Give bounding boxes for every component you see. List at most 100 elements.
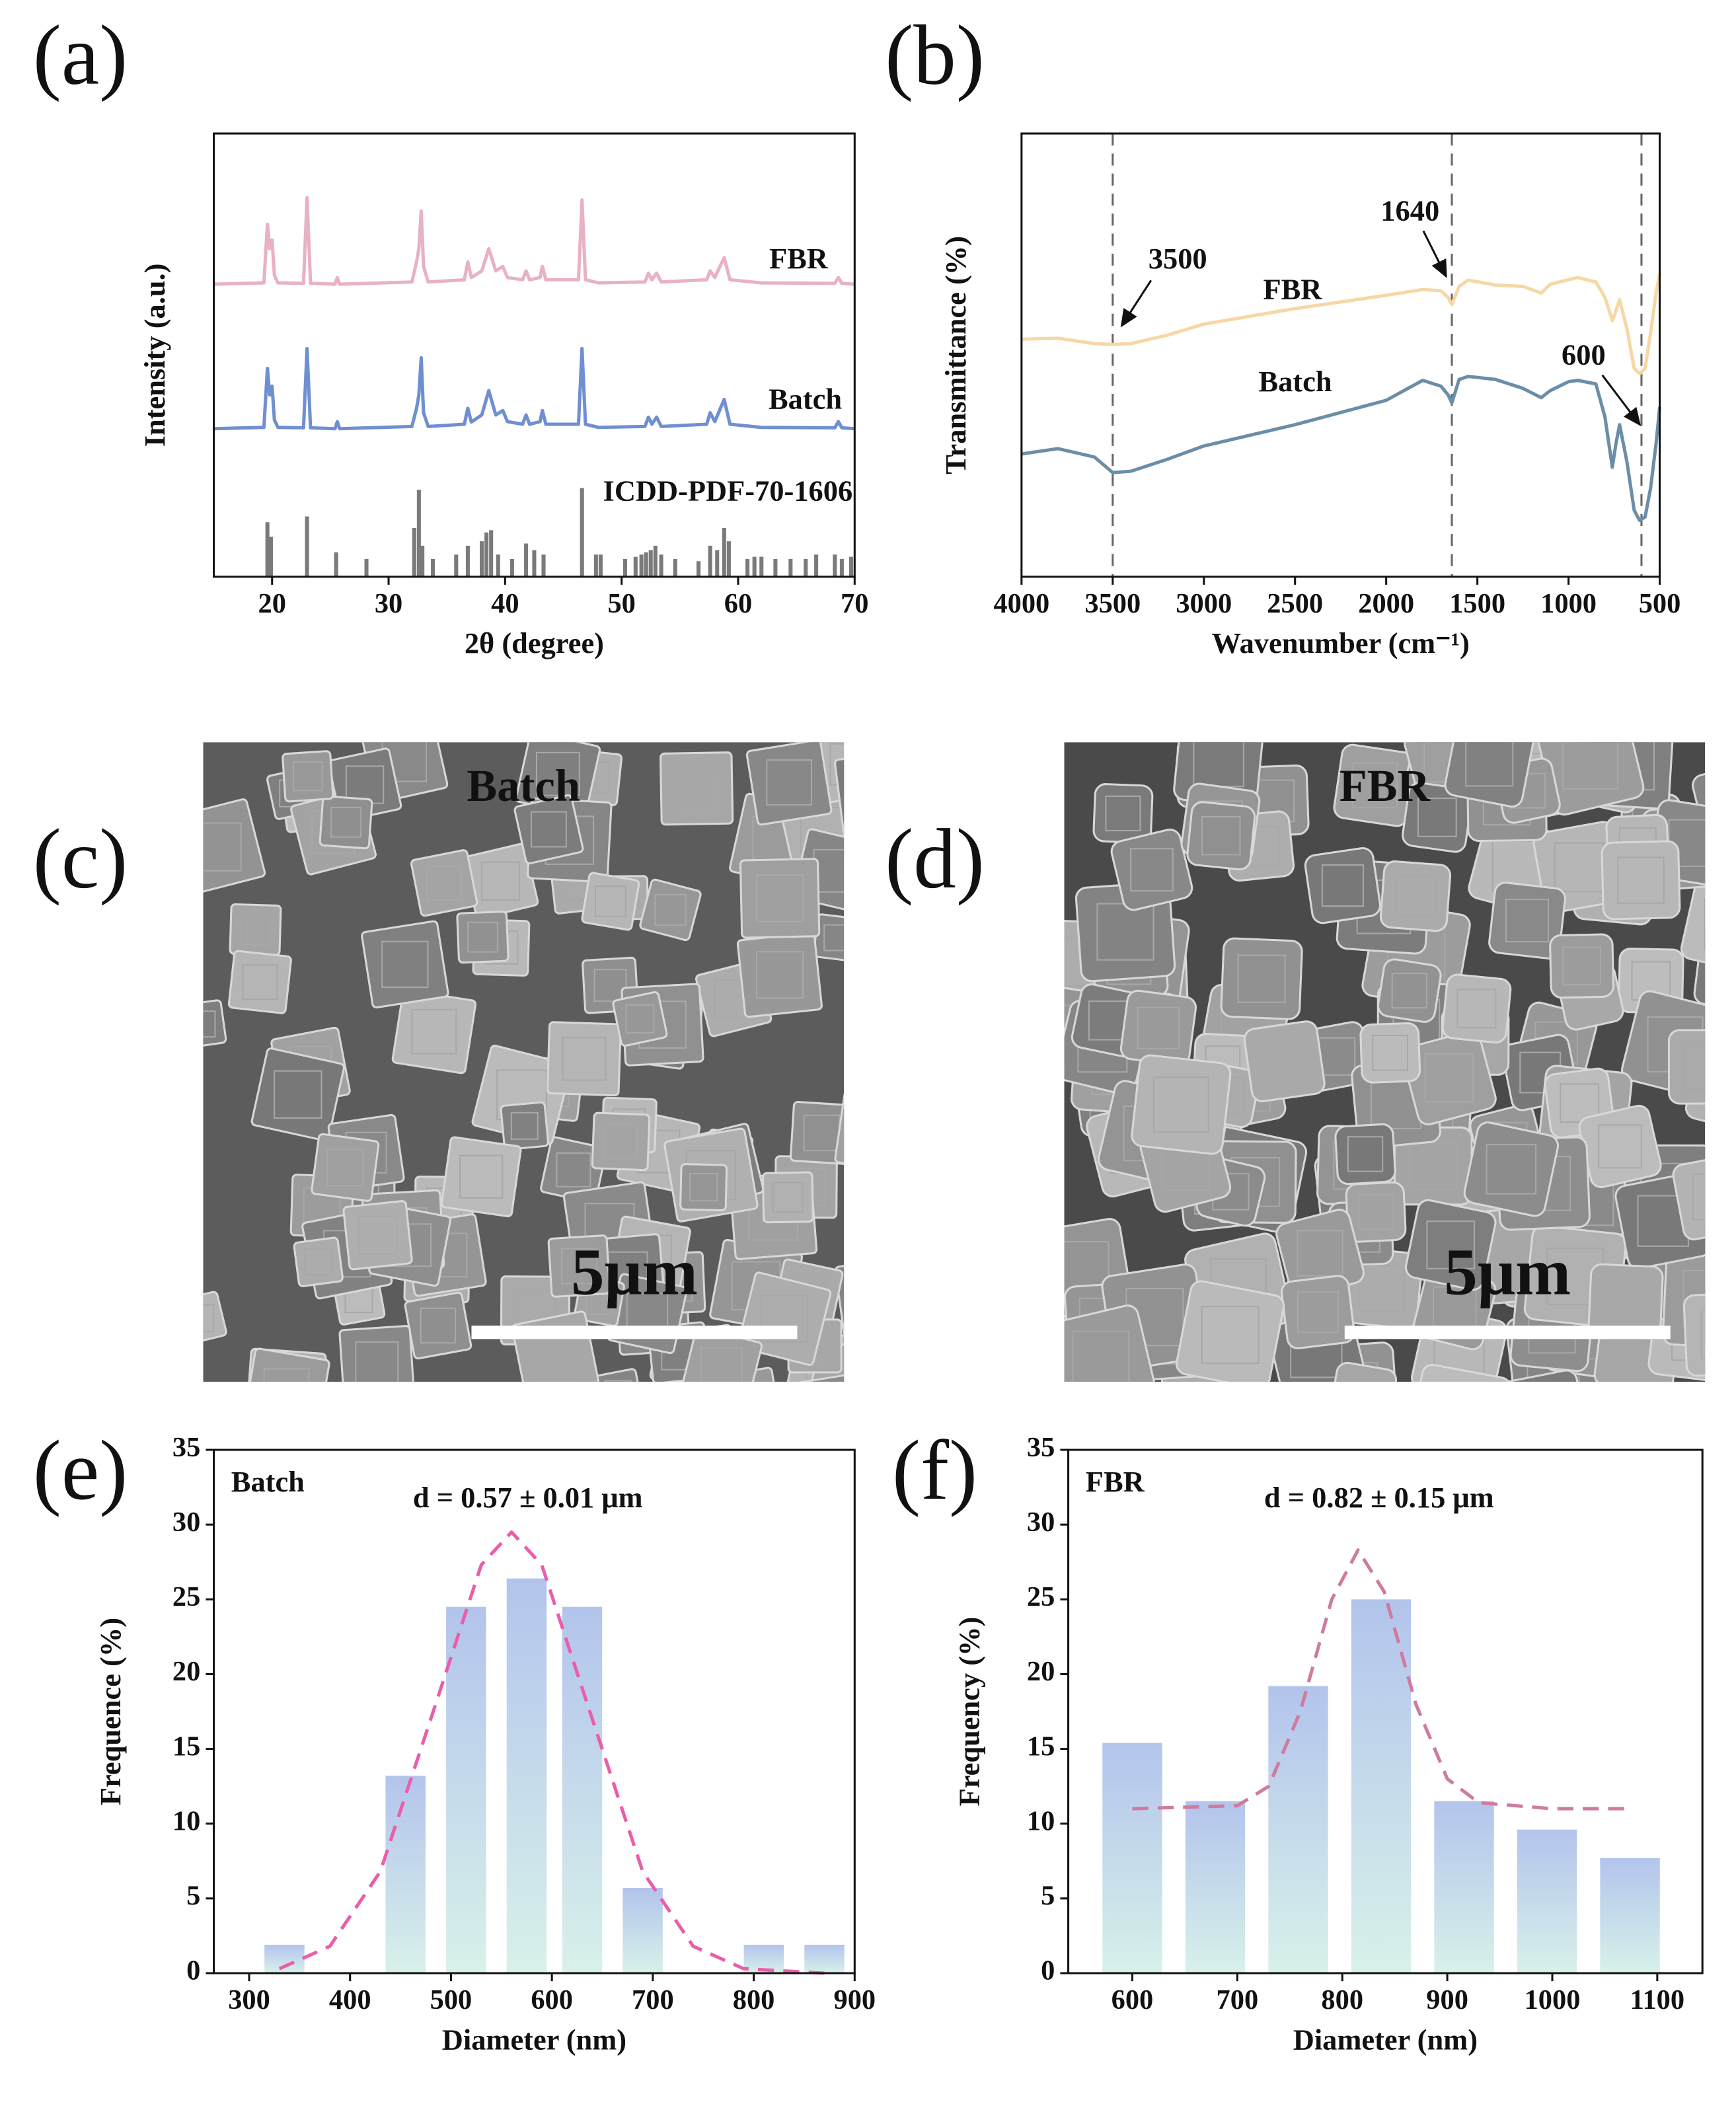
crystal [546, 1021, 622, 1097]
crystal-face [1505, 899, 1550, 943]
panel-label: (b) [885, 8, 985, 102]
bar [623, 1888, 663, 1974]
bar [446, 1606, 486, 1974]
crystal-face [1417, 798, 1457, 837]
crystal [1700, 1279, 1706, 1364]
crystal-face [1424, 1053, 1474, 1103]
crystal [227, 950, 292, 1014]
crystal-face [725, 1385, 764, 1424]
plot-frame [213, 1448, 856, 1974]
crystal [680, 1326, 763, 1382]
series-line [1021, 375, 1662, 523]
crystal [361, 920, 449, 1009]
crystal-face [603, 1124, 638, 1159]
crystal-face [1105, 795, 1141, 831]
x-tick-label: 60 [724, 588, 752, 619]
crystal-face [1603, 1279, 1648, 1324]
crystal [1131, 1054, 1232, 1155]
x-axis-label: Diameter (nm) [1293, 2023, 1478, 2056]
crystal-face [760, 1295, 808, 1343]
crystal-face [1560, 1083, 1600, 1123]
crystal-face [796, 1396, 845, 1444]
x-tick-label: 1500 [1449, 588, 1505, 619]
crystal-face [766, 759, 813, 806]
crystal-face [854, 1110, 897, 1153]
crystal-face [1426, 1221, 1476, 1269]
plot-frame [1067, 1448, 1704, 1974]
series-label: FBR [769, 242, 829, 275]
crystal-face [1201, 815, 1241, 856]
crystal [500, 1101, 549, 1150]
crystal [1377, 958, 1442, 1023]
crystal-face [274, 1070, 322, 1119]
crystal-face [1347, 1136, 1384, 1172]
bar [1434, 1801, 1494, 1974]
crystal [1064, 1304, 1156, 1382]
crystal [1329, 1361, 1398, 1382]
scale-bar-label: 5μm [1444, 1235, 1571, 1309]
crystal-face [1351, 762, 1398, 809]
x-tick-label: 3500 [1084, 588, 1141, 619]
x-tick-label: 300 [228, 1984, 270, 2015]
fit-curve [278, 1530, 825, 1975]
crystal [1693, 924, 1706, 1012]
crystal [1672, 1153, 1706, 1241]
crystal [1408, 1363, 1512, 1382]
sem-image [1064, 742, 1736, 1489]
crystal [592, 1368, 644, 1382]
y-axis-label: Intensity (a.u.) [138, 264, 171, 447]
y-axis-label: Frequence (%) [94, 1618, 127, 1805]
crystal-face [1152, 1076, 1209, 1133]
y-tick-label: 20 [1027, 1656, 1055, 1687]
crystal [404, 1291, 472, 1360]
crystal-face [829, 743, 845, 786]
crystal-face [1183, 1405, 1232, 1454]
x-tick-label: 1100 [1630, 1984, 1684, 2015]
crystal [456, 911, 509, 964]
crystal [1345, 1181, 1407, 1243]
crystal-face [562, 1036, 607, 1081]
crystal [342, 1200, 413, 1271]
y-tick-label: 5 [186, 1881, 200, 1912]
crystal-face [1692, 1173, 1706, 1221]
x-tick-label: 40 [491, 588, 519, 619]
crystal-face [1465, 742, 1514, 787]
y-tick-label: 0 [186, 1955, 200, 1986]
bar [1185, 1801, 1246, 1974]
series-label: Batch [769, 382, 842, 415]
crystal-face [242, 964, 278, 1000]
crystal-face [666, 1379, 706, 1382]
crystal-face [420, 1307, 457, 1344]
y-tick-label: 35 [172, 1432, 200, 1463]
series-label: ICDD-PDF-70-1606 [603, 474, 853, 507]
crystal-face [556, 1152, 591, 1187]
crystal-face [674, 766, 719, 811]
crystal [1714, 850, 1736, 929]
crystal-face [1721, 1300, 1736, 1343]
x-tick-label: 700 [632, 1984, 674, 2015]
crystal-face [355, 1341, 399, 1382]
series-label: Batch [1258, 365, 1332, 398]
bar [1351, 1599, 1412, 1974]
y-tick-label: 0 [1041, 1955, 1055, 1986]
crystal-face [593, 969, 627, 1002]
crystal-face [755, 874, 804, 922]
crystal [410, 849, 478, 917]
crystal [1490, 1369, 1591, 1382]
image-label: Batch [467, 761, 580, 811]
crystal-face [1201, 1306, 1260, 1364]
crystal [293, 1236, 344, 1287]
panel-label: (f) [892, 1423, 977, 1517]
x-tick-label: 30 [375, 588, 402, 619]
crystal-face [1344, 1377, 1382, 1382]
x-tick-label: 500 [430, 1984, 472, 2015]
x-tick-label: 900 [1426, 1984, 1468, 2015]
crystal-face [203, 822, 242, 872]
x-tick-label: 50 [607, 588, 635, 619]
crystal [1713, 850, 1736, 945]
crystal [1486, 1388, 1587, 1489]
x-axis-label: Wavenumber (cm⁻¹) [1212, 626, 1470, 659]
crystal [1304, 847, 1382, 924]
x-axis-label: 2θ (degree) [465, 626, 604, 659]
